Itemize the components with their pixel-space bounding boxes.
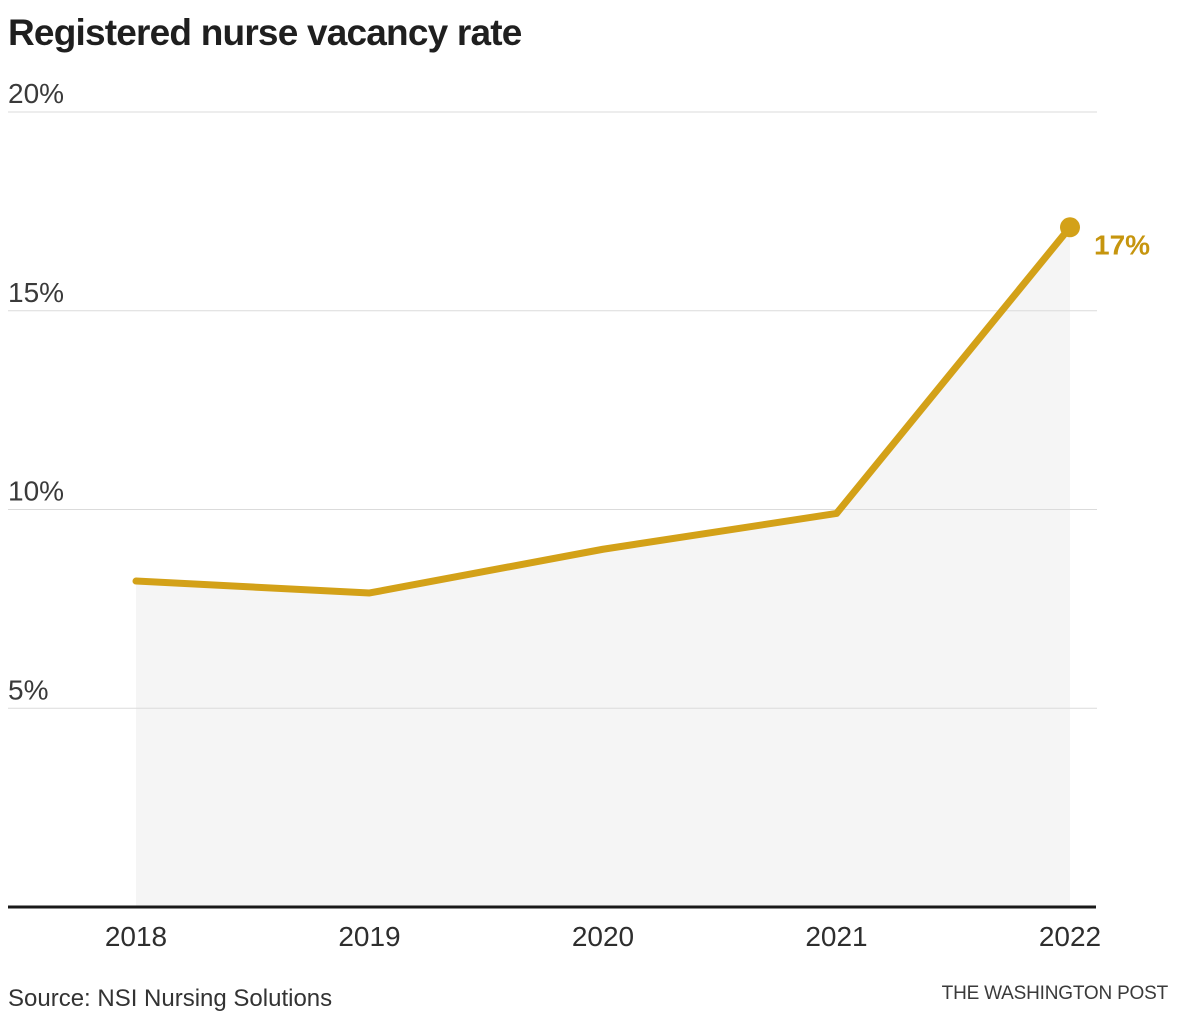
end-value-label: 17% — [1094, 229, 1150, 260]
data-line — [132, 223, 1074, 597]
y-tick-label: 20% — [8, 78, 64, 109]
area-fill — [136, 227, 1070, 906]
chart-title: Registered nurse vacancy rate — [8, 12, 522, 53]
x-tick-label: 2018 — [105, 921, 167, 952]
x-tick-label: 2019 — [338, 921, 400, 952]
x-tick-label: 2022 — [1039, 921, 1101, 952]
end-point-dot — [1060, 217, 1080, 238]
x-tick-label: 2021 — [805, 921, 867, 952]
x-tick-label: 2020 — [572, 921, 634, 952]
y-tick-label: 15% — [8, 277, 64, 308]
y-tick-label: 10% — [8, 476, 64, 507]
y-tick-label: 5% — [8, 674, 48, 705]
publisher-credit: THE WASHINGTON POST — [941, 983, 1169, 1004]
source-note: Source: NSI Nursing Solutions — [8, 985, 333, 1012]
